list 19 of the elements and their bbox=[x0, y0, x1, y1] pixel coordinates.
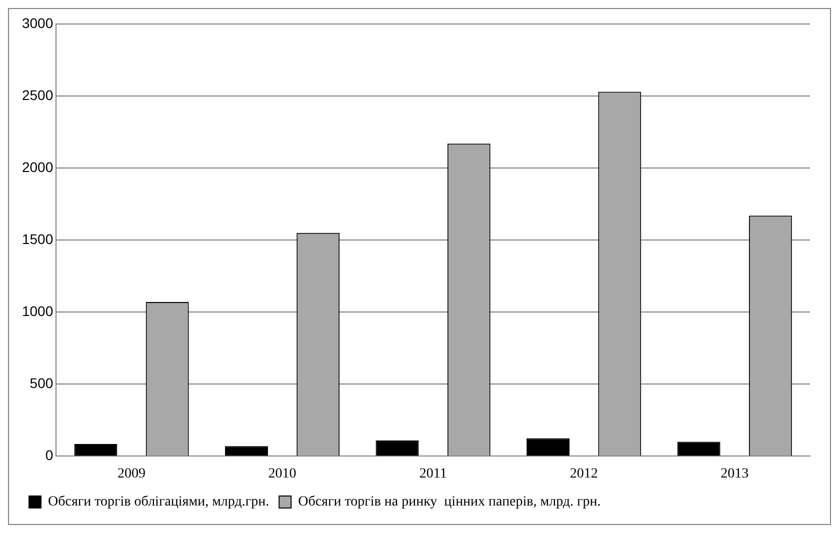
bar bbox=[526, 438, 570, 456]
x-tick-label: 2009 bbox=[118, 466, 146, 482]
y-tick-label: 2000 bbox=[22, 158, 54, 175]
bar bbox=[74, 444, 118, 456]
bar bbox=[225, 446, 268, 456]
x-tick-label: 2012 bbox=[570, 466, 598, 482]
y-tick-label: 2500 bbox=[22, 86, 54, 103]
y-tick-label: 500 bbox=[30, 375, 54, 392]
y-tick-label: 1000 bbox=[22, 302, 54, 319]
x-tick-label: 2010 bbox=[268, 466, 296, 482]
legend-label: Обсяги торгів на ринку цінних паперів, млрд. грн. bbox=[298, 494, 601, 510]
y-tick-label: 1500 bbox=[22, 230, 54, 247]
x-tick-label: 2013 bbox=[720, 466, 749, 482]
bar bbox=[376, 440, 419, 456]
y-tick-label: 3000 bbox=[22, 14, 54, 31]
y-tick-label: 0 bbox=[45, 447, 54, 464]
legend-label: Обсяги торгів облігаціями, млрд.грн. bbox=[48, 494, 270, 510]
bar bbox=[677, 442, 720, 456]
x-tick-label: 2011 bbox=[419, 466, 447, 482]
